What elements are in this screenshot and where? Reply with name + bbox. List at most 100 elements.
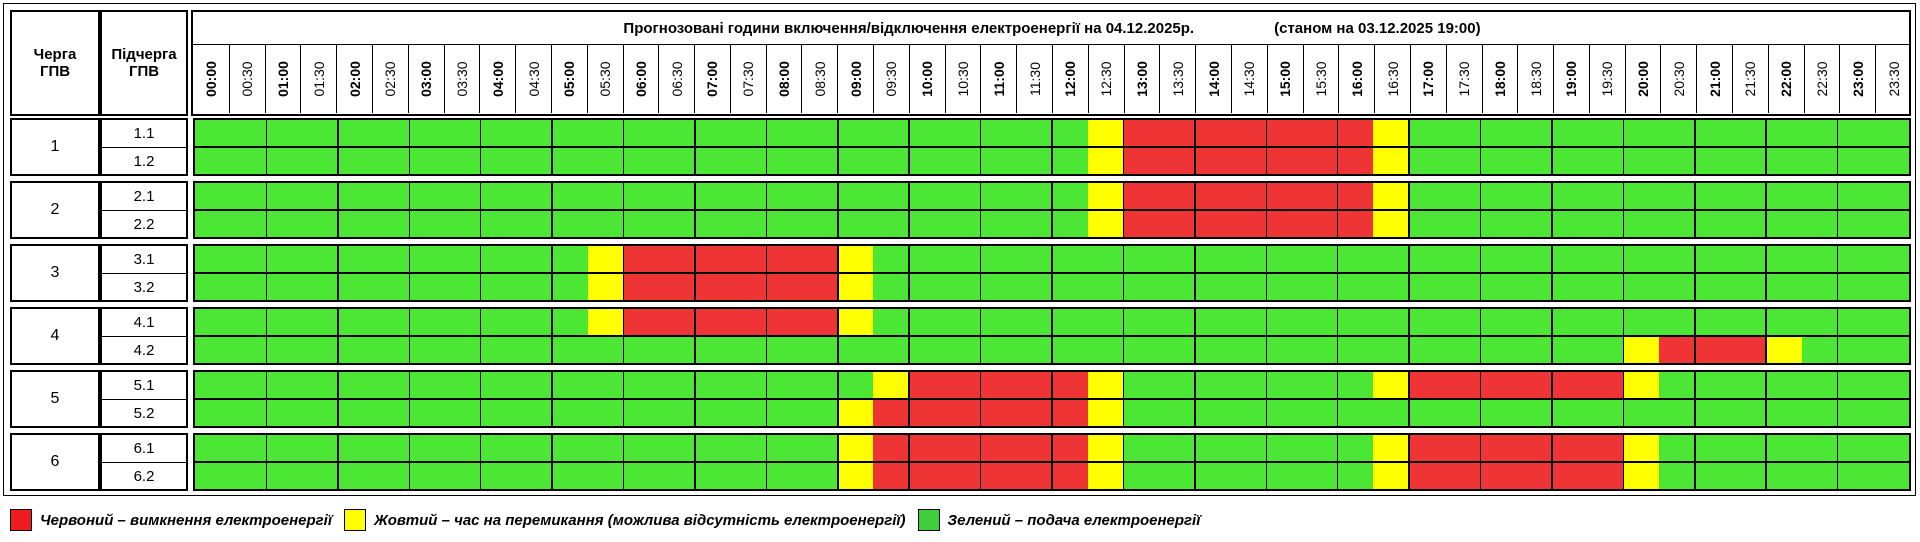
subqueue-cells: 4.1 4.2: [100, 307, 188, 365]
schedule-segment-g: [873, 309, 1909, 336]
hour-divider: [1408, 120, 1410, 174]
schedule-segment-g: [195, 309, 588, 336]
schedule-segment-r: [623, 246, 838, 273]
hour-divider: [479, 435, 482, 489]
time-slot-header: 08:00: [765, 45, 802, 113]
subqueue-cells: 2.1 2.2: [100, 181, 188, 239]
hour-divider: [265, 372, 268, 426]
time-slot-header: 19:30: [1588, 45, 1625, 113]
schedule-segment-g: [1409, 183, 1909, 210]
time-slot-header: 16:00: [1338, 45, 1374, 113]
subqueue-header-box: Підчерга ГПВ: [100, 10, 188, 116]
legend-swatch: [344, 509, 366, 531]
schedule-status-text: (станом на 03.12.2025 19:00): [1274, 20, 1481, 37]
hour-divider: [1408, 246, 1410, 300]
subqueue-cell: 5.2: [102, 399, 186, 426]
hour-divider: [908, 246, 910, 300]
schedule-segment-y: [1373, 435, 1410, 462]
schedule-segment-g: [1123, 399, 1909, 426]
schedule-segment-g: [1409, 120, 1909, 147]
time-slot-header: 11:30: [1016, 45, 1052, 113]
hour-divider: [337, 435, 339, 489]
time-slot-header: 06:30: [658, 45, 694, 113]
hour-divider: [1122, 246, 1125, 300]
schedule-segment-y: [1373, 183, 1410, 210]
time-slot-label: 14:00: [1205, 61, 1222, 97]
time-slot-label: 01:00: [274, 61, 291, 97]
hour-divider: [837, 246, 839, 300]
schedule-segment-g: [195, 273, 588, 300]
schedule-segment-y: [1087, 435, 1124, 462]
time-slot-label: 07:00: [704, 61, 721, 97]
time-slot-header: 03:00: [407, 45, 444, 113]
schedule-title-text: Прогнозовані години включення/відключенн…: [623, 20, 1195, 37]
schedule-segment-g: [1659, 435, 1909, 462]
subqueue-cells: 1.1 1.2: [100, 118, 188, 176]
hour-divider: [1479, 120, 1482, 174]
hour-divider: [765, 372, 768, 426]
hour-divider: [337, 372, 339, 426]
hour-divider: [551, 120, 553, 174]
hour-divider: [265, 246, 268, 300]
hour-divider: [337, 309, 339, 363]
time-slot-header: 05:30: [586, 45, 623, 113]
time-slot-label: 08:00: [776, 61, 793, 97]
hour-divider: [479, 120, 482, 174]
time-slot-label: 05:00: [561, 61, 578, 97]
schedule-segment-g: [195, 246, 588, 273]
subqueue-cell: 2.1: [133, 188, 155, 205]
hour-divider: [622, 246, 625, 300]
hour-divider: [1051, 183, 1053, 237]
time-slot-label: 16:00: [1348, 61, 1365, 97]
time-slot-header: 18:30: [1517, 45, 1553, 113]
hour-divider: [1622, 120, 1625, 174]
hour-divider: [622, 372, 625, 426]
queue-cell: 4: [10, 307, 100, 365]
hour-divider: [337, 120, 339, 174]
schedule-segment-y: [1373, 372, 1410, 399]
schedule-segment-r: [1123, 210, 1374, 237]
hour-divider: [837, 120, 839, 174]
hour-divider: [1336, 435, 1339, 489]
schedule-frame: [3, 3, 1916, 496]
schedule-segment-y: [587, 309, 624, 336]
time-slot-header: 04:00: [479, 45, 515, 113]
time-slot-label: 03:00: [418, 61, 435, 97]
hour-divider: [622, 309, 625, 363]
schedule-segment-y: [1623, 336, 1660, 363]
hour-divider: [694, 435, 696, 489]
schedule-segment-r: [623, 309, 838, 336]
time-slot-header: 12:30: [1087, 45, 1124, 113]
hour-divider: [1194, 309, 1196, 363]
hour-divider: [1622, 246, 1625, 300]
time-slot-label: 13:00: [1133, 61, 1150, 97]
subqueue-cell: 5.1: [133, 377, 155, 394]
subqueue-cells: 3.1 3.2: [100, 244, 188, 302]
time-slot-header: 01:30: [300, 45, 336, 113]
schedule-segment-y: [837, 399, 874, 426]
schedule-segment-y: [1623, 462, 1660, 489]
schedule-segment-g: [1409, 210, 1909, 237]
time-slot-label: 02:30: [382, 61, 399, 97]
schedule-segment-r: [1123, 147, 1374, 174]
time-slot-label: 15:30: [1312, 61, 1329, 97]
hour-divider: [1122, 120, 1125, 174]
queue-cell: 2: [10, 181, 100, 239]
schedule-segment-g: [195, 399, 838, 426]
schedule-segment-y: [837, 273, 874, 300]
time-slot-header: 04:30: [515, 45, 551, 113]
schedule-segment-y: [1087, 399, 1124, 426]
schedule-segment-y: [1373, 462, 1410, 489]
time-slot-label: 11:00: [990, 61, 1007, 97]
queue-cell: 6: [10, 433, 100, 491]
time-slot-header: 20:30: [1660, 45, 1696, 113]
time-slot-header: 09:00: [837, 45, 873, 113]
schedule-grid: [193, 307, 1911, 365]
hour-divider: [408, 435, 410, 489]
hour-divider: [837, 309, 839, 363]
time-slot-header: 02:30: [371, 45, 408, 113]
time-slot-header: 05:00: [550, 45, 587, 113]
hour-divider: [1408, 372, 1410, 426]
time-slot-label: 18:30: [1527, 61, 1544, 97]
time-slot-label: 06:30: [668, 61, 685, 97]
